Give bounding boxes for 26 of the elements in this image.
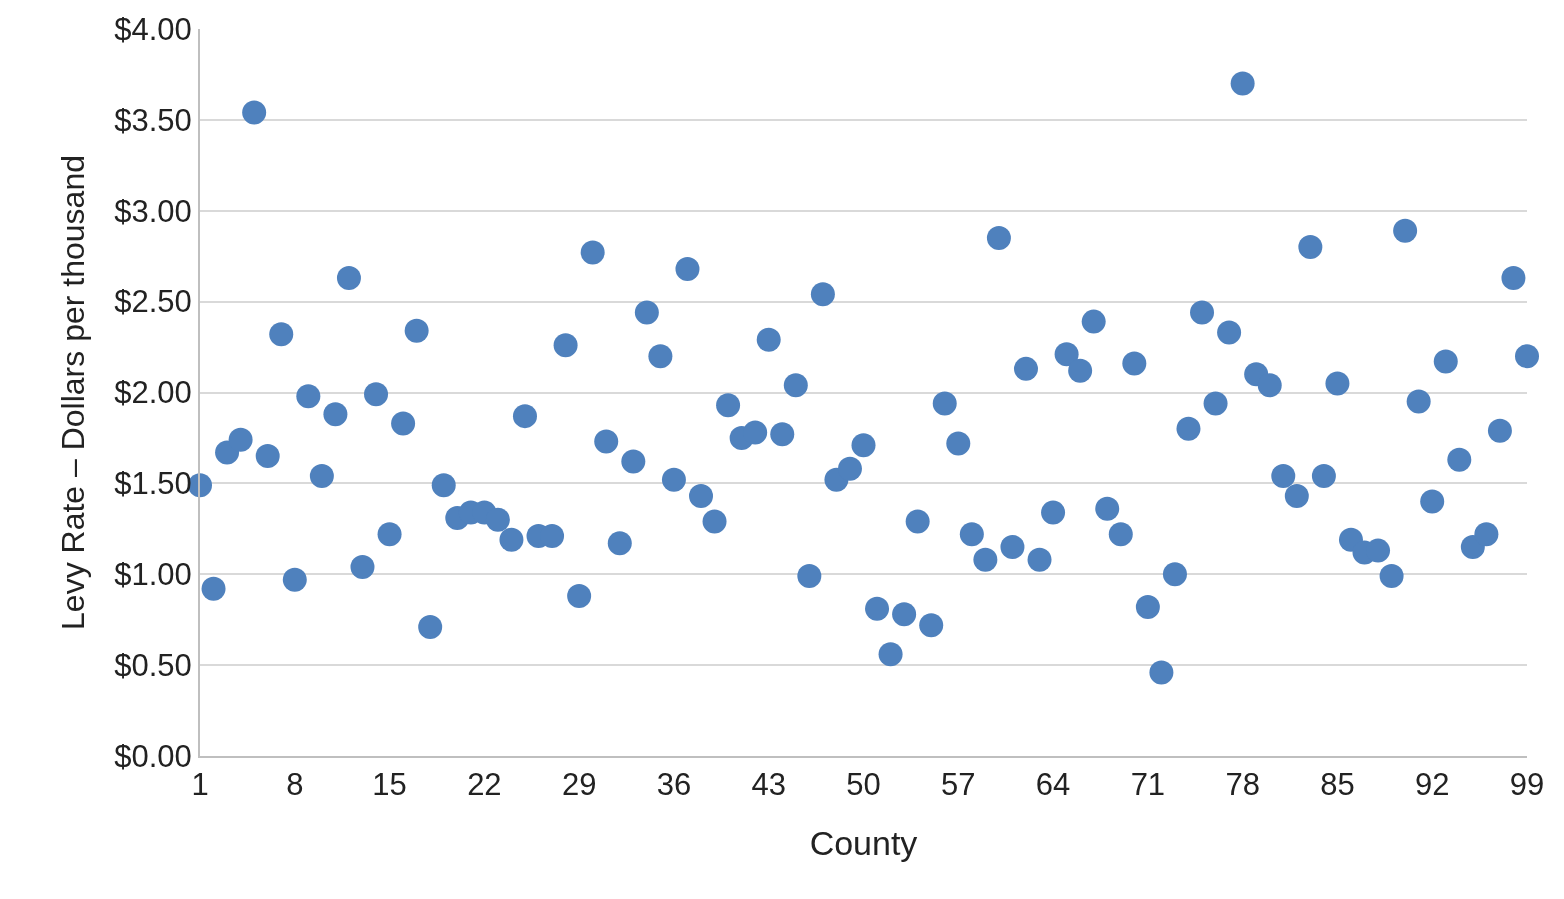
x-tick-label: 22 [467,767,502,803]
x-axis-title: County [809,824,918,862]
y-tick-label: $3.00 [114,193,192,229]
x-tick-label: 71 [1130,767,1166,803]
x-tick-label: 43 [751,767,786,803]
x-tick-label: 15 [372,767,407,803]
x-tick-label: 1 [191,767,209,803]
y-tick-label: $3.50 [114,102,192,138]
y-tick-label: $2.00 [114,375,192,411]
y-tick-label: $1.50 [114,466,192,502]
y-tick-label: $0.00 [114,738,192,774]
y-tick-label: $2.50 [114,284,192,320]
y-axis-title: Levy Rate – Dollars per thousand [55,155,92,630]
x-tick-label: 36 [656,767,692,803]
x-tick-label: 99 [1509,767,1545,803]
x-tick-label: 57 [941,767,976,803]
x-tick-label: 78 [1225,767,1260,803]
x-tick-label: 85 [1320,767,1355,803]
y-tick-label: $4.00 [114,11,192,47]
y-tick-label: $0.50 [114,647,192,683]
y-tick-label: $1.00 [114,557,192,593]
x-tick-label: 8 [286,767,304,803]
x-tick-label: 29 [561,767,597,803]
x-tick-label: 64 [1035,767,1071,803]
x-tick-label: 92 [1414,767,1450,803]
x-tick-label: 50 [846,767,881,803]
